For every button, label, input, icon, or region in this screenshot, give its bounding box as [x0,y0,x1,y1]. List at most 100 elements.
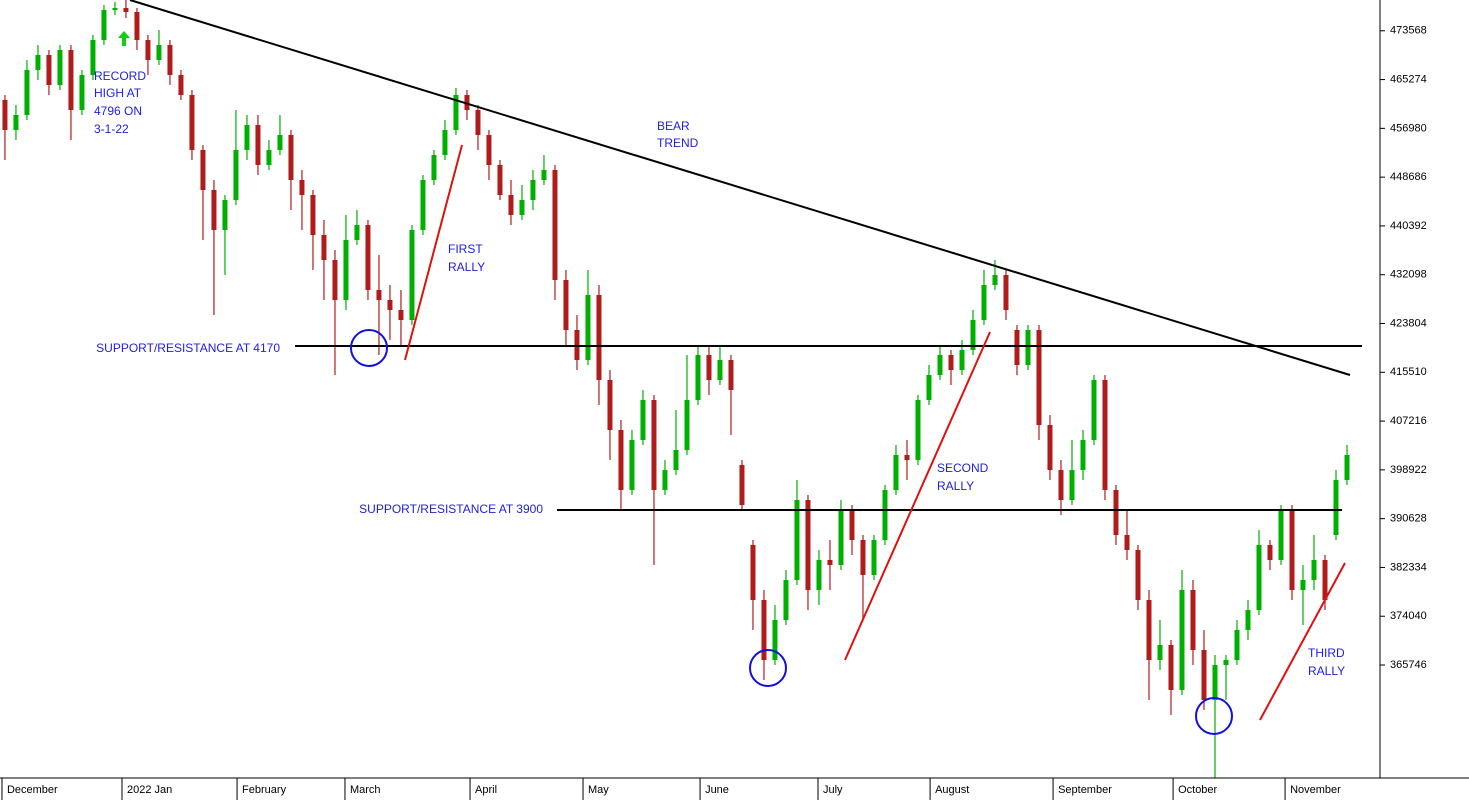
annotation: RECORD [94,69,146,83]
candle-body [211,190,217,230]
low-circle [1195,697,1233,735]
low-circle [749,649,787,687]
candle-body [101,10,107,40]
y-tick-label: 415510 [1390,366,1427,378]
candle-body [1036,330,1042,425]
candle-body [530,180,536,200]
x-tick-label: October [1178,784,1217,796]
candle-body [1201,650,1207,700]
candle-body [651,400,657,490]
bear-trend-line [129,0,1351,376]
x-tick-label: September [1058,784,1112,796]
candle-body [1267,545,1273,560]
candle-body [332,260,338,300]
candle-body [321,235,327,260]
candle-body [1278,510,1284,560]
x-tick-label: May [588,784,609,796]
candle-body [343,240,349,300]
candle-body [673,450,679,470]
x-tick-label: July [823,784,843,796]
candle-body [882,490,888,540]
rally-line [1259,562,1346,721]
candle-body [937,355,943,375]
candle-body [1344,455,1350,480]
candle-body [354,225,360,240]
candle-body [1212,665,1218,700]
y-tick-label: 407216 [1390,415,1427,427]
candle-body [1289,510,1295,590]
y-tick-label: 432098 [1390,269,1427,281]
candle-body [992,275,998,285]
annotation: RALLY [448,260,485,274]
candle-body [1113,490,1119,535]
candle-body [486,135,492,165]
candle-body [596,295,602,380]
candle-body [398,310,404,320]
candle-body [640,400,646,440]
annotation: TREND [657,136,699,150]
candle-body [618,430,624,490]
plot [2,0,1350,778]
annotation: SECOND [937,461,989,475]
candle-body [90,40,96,75]
candle-body [79,75,85,110]
candle-body [13,115,19,130]
candle-body [1025,330,1031,365]
candle-body [145,40,151,60]
candle-body [541,170,547,180]
candle-body [68,50,74,110]
x-tick-label: August [935,784,969,796]
candle-body [728,360,734,390]
candle-body [453,95,459,130]
x-tick-label: 2022 Jan [127,784,172,796]
candle-body [1157,645,1163,660]
candle-body [959,350,965,370]
candle-body [552,170,558,280]
candle-body [860,540,866,575]
candle-body [1311,560,1317,580]
candle-body [365,225,371,290]
y-tick-label: 473568 [1390,25,1427,37]
candle-body [827,560,833,565]
candle-body [926,375,932,400]
candle-body [981,285,987,320]
annotation: RALLY [1308,664,1345,678]
candle-body [409,230,415,320]
candle-body [189,95,195,150]
candle-body [387,300,393,310]
candle-body [222,200,228,230]
candle-body [1300,580,1306,590]
low-circle [350,329,388,367]
rally-line [404,144,463,361]
candle-body [761,600,767,660]
candle-body [442,130,448,155]
candle-body [244,125,250,150]
y-tick-label: 465274 [1390,73,1427,85]
candle-body [24,70,30,115]
x-tick-label: December [7,784,58,796]
annotation: 3-1-22 [94,122,129,136]
candle-body [310,195,316,235]
y-tick-label: 365746 [1390,659,1427,671]
candle-body [1322,560,1328,600]
candle-body [629,440,635,490]
candle-body [706,355,712,380]
x-tick-label: April [475,784,497,796]
candle-body [816,560,822,590]
candle-body [563,280,569,330]
annotation: SUPPORT/RESISTANCE AT 3900 [359,502,543,516]
candle-body [915,400,921,460]
candle-body [805,500,811,590]
y-tick-label: 374040 [1390,610,1427,622]
candle-body [464,95,470,110]
candle-body [200,150,206,190]
y-tick-label: 382334 [1390,561,1427,573]
candle-body [1003,275,1009,310]
candle-body [1146,600,1152,660]
candle-body [266,150,272,165]
candle-body [607,380,613,430]
candle-body [519,200,525,215]
candle-body [1102,380,1108,490]
candle-body [1223,660,1229,665]
